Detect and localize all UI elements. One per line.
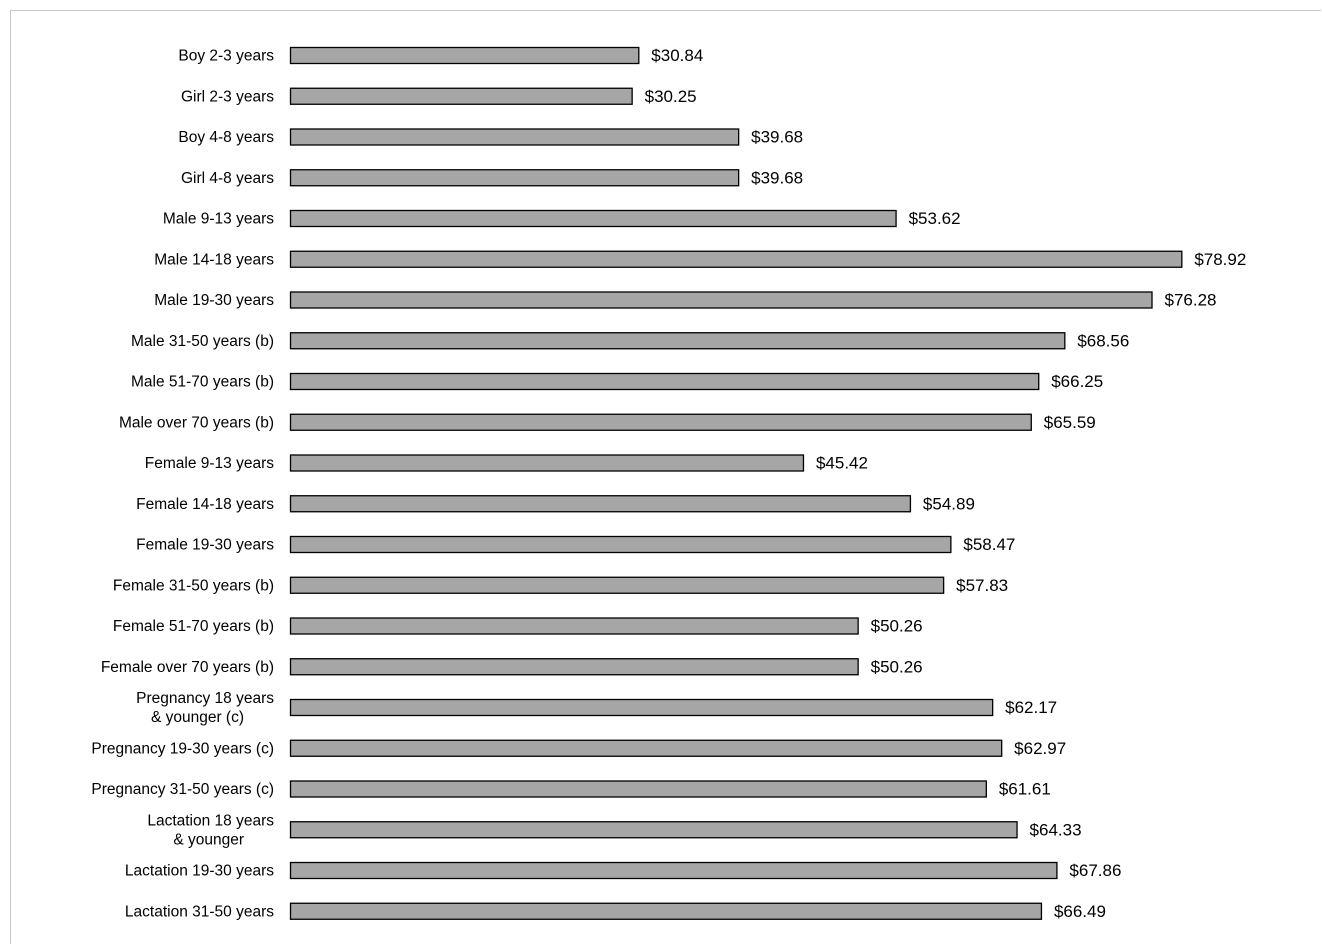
category-label: Male 31-50 years (b) [131,333,274,350]
category-label: Female 19-30 years [136,537,274,554]
bar [289,821,1018,839]
bar-value-label: $50.26 [871,617,923,636]
category-label: Male 9-13 years [163,211,274,228]
category-label: Female 14-18 years [136,496,274,513]
bars [289,46,1183,920]
category-label: Lactation 31-50 years [125,903,274,920]
bar-value-label: $58.47 [963,535,1015,554]
bar-value-label: $68.56 [1077,331,1129,350]
bar [289,698,994,717]
category-labels: Boy 2-3 years Girl 2-3 years Boy 4-8 years… [91,48,274,921]
category-label: Lactation 18 years & younger [147,812,274,848]
bar-value-label: $53.62 [909,209,961,228]
bar-value-label: $45.42 [816,454,868,473]
category-label-line: Lactation 18 years [147,812,274,829]
bar [289,739,1003,757]
category-label: Girl 4-8 years [181,170,274,187]
category-label: Girl 2-3 years [181,88,274,105]
bar [289,535,952,554]
category-label: Pregnancy 31-50 years (c) [91,781,274,798]
bar-value-label: $57.83 [956,576,1008,595]
bar [289,454,805,472]
value-labels: $30.84 $30.25 $39.68 $39.68 $53.62 $78.92 $76.… [645,46,1247,921]
category-label: Pregnancy 19-30 years (c) [91,740,274,757]
bar [289,128,740,146]
bar-value-label: $54.89 [923,494,975,513]
category-label: Boy 4-8 years [178,129,274,146]
category-label: Female over 70 years (b) [101,659,274,676]
category-label: Pregnancy 18 years & younger (c) [136,690,274,726]
category-label: Female 9-13 years [145,455,274,472]
bar-value-label: $61.61 [999,780,1051,799]
bar [289,495,912,513]
category-label: Male 14-18 years [154,251,274,268]
bar-value-label: $76.28 [1165,291,1217,310]
category-label: Boy 2-3 years [178,48,274,65]
bar-value-label: $65.59 [1044,413,1096,432]
category-label-line: & younger (c) [151,709,244,726]
category-label-line: & younger [173,831,244,848]
bar-value-label: $66.25 [1051,372,1103,391]
bar-value-label: $66.49 [1054,902,1106,921]
bar [289,169,740,187]
category-label: Female 31-50 years (b) [113,577,274,594]
bar [289,209,897,228]
bar [289,87,633,105]
bar [289,250,1183,268]
bar [289,372,1040,391]
bar-value-label: $39.68 [751,128,803,147]
bar [289,617,859,635]
bar [289,576,945,594]
category-label: Female 51-70 years (b) [113,618,274,635]
bar [289,658,859,676]
bar-value-label: $78.92 [1194,250,1246,269]
bar [289,780,987,798]
bar-value-label: $62.17 [1005,698,1057,717]
category-label: Lactation 19-30 years [125,863,274,880]
bar-value-label: $30.25 [645,87,697,106]
bar-value-label: $67.86 [1069,861,1121,880]
category-label: Male over 70 years (b) [119,414,274,431]
bar [289,46,640,65]
bar-value-label: $64.33 [1030,820,1082,839]
bar [289,291,1153,309]
bar [289,902,1043,920]
category-label-line: Pregnancy 18 years [136,690,274,707]
bar-value-label: $39.68 [751,168,803,187]
bar-value-label: $30.84 [651,46,703,65]
bar [289,413,1032,431]
bar-value-label: $62.97 [1014,739,1066,758]
category-label: Male 19-30 years [154,292,274,309]
category-label: Male 51-70 years (b) [131,374,274,391]
bar [289,861,1058,880]
bar [289,332,1066,350]
bar-value-label: $50.26 [871,657,923,676]
